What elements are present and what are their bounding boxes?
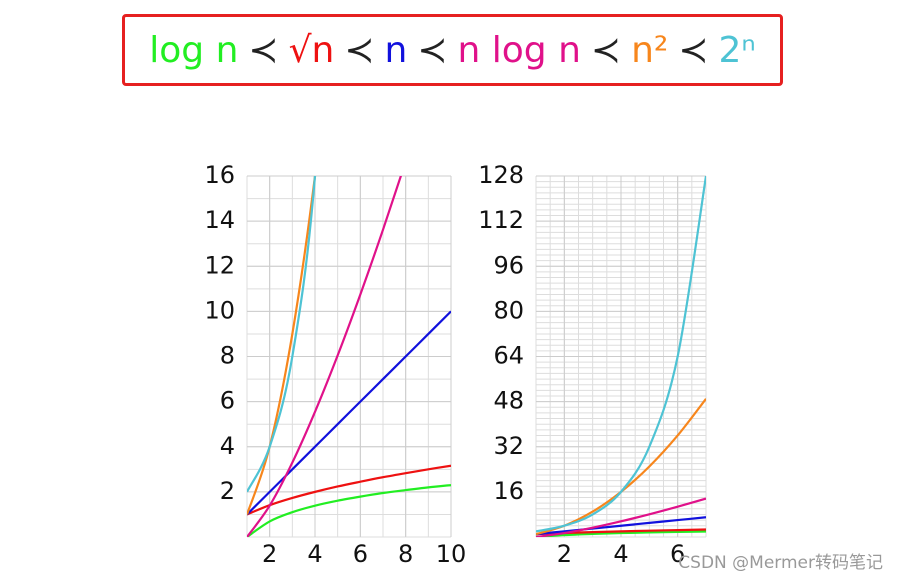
x-tick-label: 10 (436, 540, 467, 568)
plot-area (247, 176, 451, 537)
x-tick-label: 8 (398, 540, 413, 568)
series-line (536, 176, 706, 533)
y-tick-label: 112 (478, 206, 524, 234)
y-tick-label: 10 (204, 296, 235, 324)
legend-entry: log n (149, 29, 239, 71)
legend-entry: 2ⁿ (718, 29, 756, 71)
y-tick-label: 80 (493, 296, 524, 324)
series-line (247, 176, 317, 515)
legend-separator: ≺ (417, 29, 448, 71)
y-tick-label: 128 (478, 161, 524, 189)
legend-separator: ≺ (248, 29, 279, 71)
y-tick-label: 64 (493, 342, 524, 370)
y-tick-label: 12 (204, 251, 235, 279)
y-tick-label: 32 (493, 432, 524, 460)
y-tick-label: 96 (493, 251, 524, 279)
plot-area (536, 176, 706, 537)
series-line (536, 530, 706, 537)
x-tick-label: 6 (353, 540, 368, 568)
legend-entry: n (384, 29, 408, 71)
y-tick-label: 6 (220, 387, 235, 415)
legend-entry: n log n (457, 29, 581, 71)
x-tick-label: 2 (262, 540, 277, 568)
legend-separator: ≺ (590, 29, 622, 71)
series-line (536, 497, 706, 537)
series-line (247, 464, 451, 516)
y-tick-label: 16 (493, 477, 524, 505)
series-line (247, 176, 403, 537)
y-tick-label: 2 (220, 477, 235, 505)
legend-entry: n² (631, 29, 669, 71)
x-tick-label: 2 (557, 540, 572, 568)
series-line (536, 516, 706, 536)
watermark: CSDN @Mermer转码笔记 (678, 553, 883, 573)
legend: log n ≺ √n ≺ n ≺ n log n ≺ n² ≺ 2ⁿ (122, 14, 783, 86)
y-tick-label: 14 (204, 206, 235, 234)
y-tick-label: 48 (493, 387, 524, 415)
series-line (247, 176, 317, 493)
series-line (247, 310, 451, 516)
series-line (247, 484, 451, 537)
y-tick-label: 4 (220, 432, 235, 460)
legend-entry: √n (288, 29, 335, 71)
x-tick-label: 4 (307, 540, 322, 568)
x-tick-label: 6 (670, 540, 685, 568)
legend-separator: ≺ (678, 29, 709, 71)
y-tick-label: 16 (204, 161, 235, 189)
legend-separator: ≺ (344, 29, 375, 71)
y-tick-label: 8 (220, 342, 235, 370)
x-tick-label: 4 (613, 540, 628, 568)
